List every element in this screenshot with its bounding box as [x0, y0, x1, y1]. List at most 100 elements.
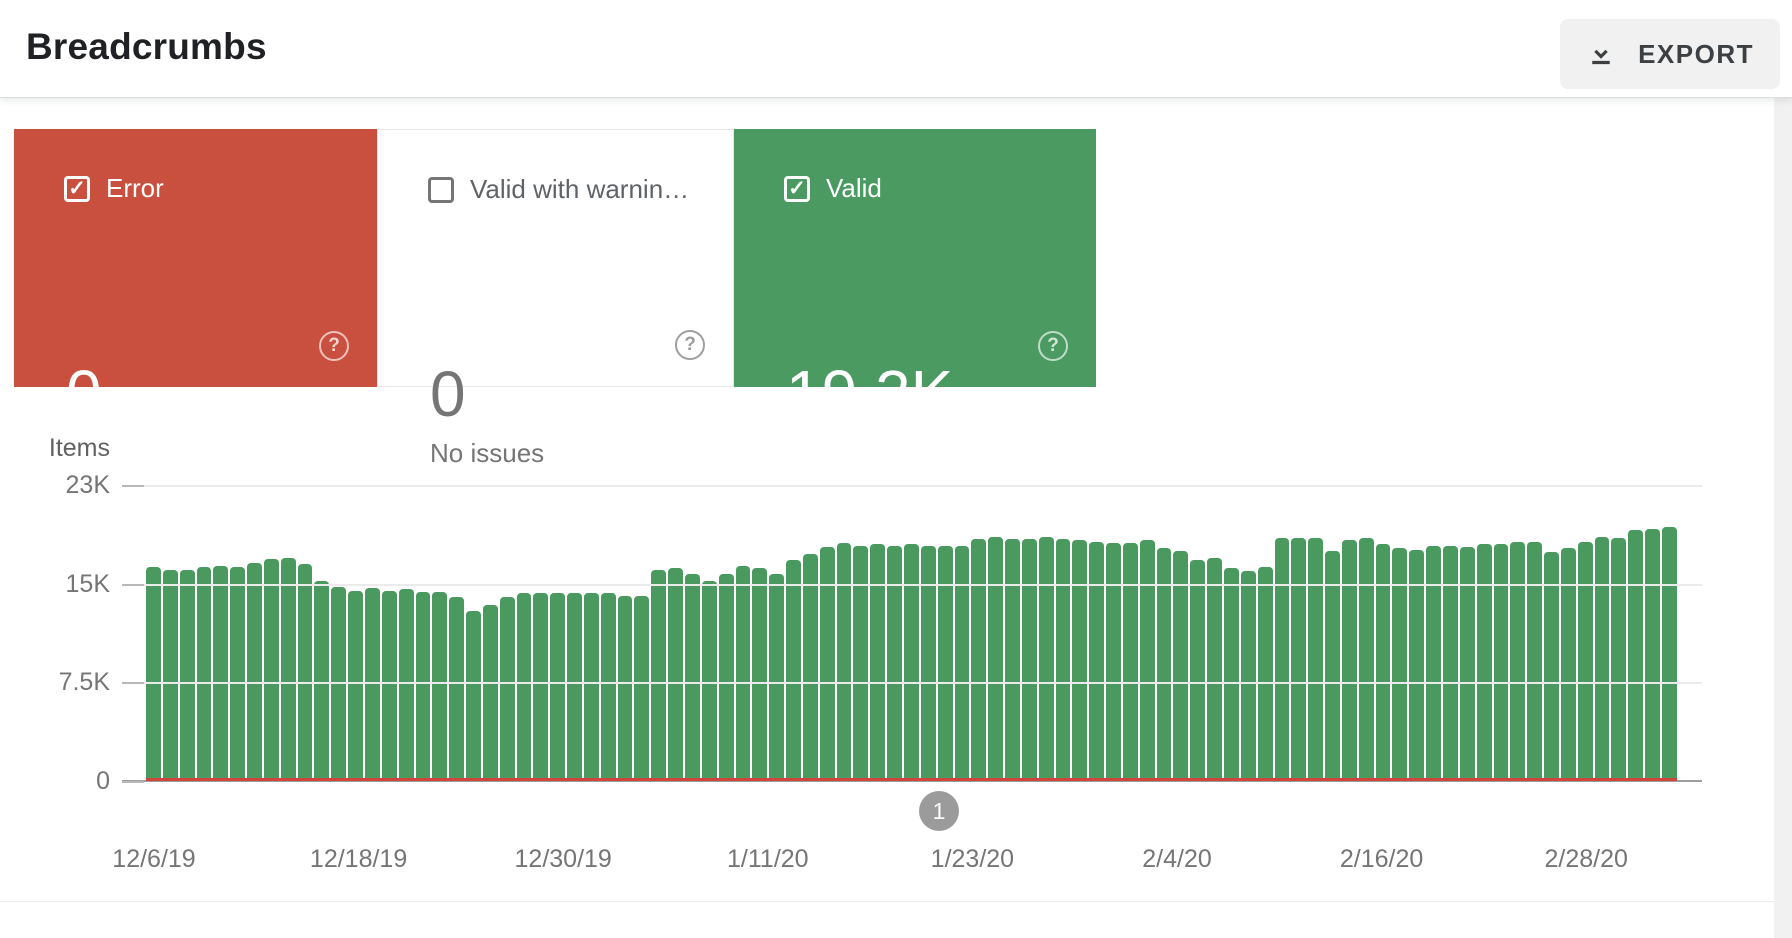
chart-bar[interactable]: [1257, 566, 1273, 781]
chart-bar[interactable]: [415, 592, 431, 781]
chart-bar[interactable]: [1106, 543, 1121, 781]
chart-bar[interactable]: [903, 544, 919, 781]
chart-bar[interactable]: [1426, 545, 1441, 781]
chart-bar[interactable]: [1510, 541, 1526, 781]
chart-bar[interactable]: [802, 553, 818, 781]
chart-bar[interactable]: [1173, 551, 1189, 781]
chart-bar[interactable]: [887, 545, 902, 781]
chart-bar[interactable]: [617, 596, 633, 781]
chart-bar[interactable]: [1308, 537, 1324, 781]
error-card[interactable]: ✓ Error 0 No issues ?: [14, 129, 377, 467]
chart-bar[interactable]: [516, 593, 532, 781]
chart-bar[interactable]: [1038, 536, 1054, 781]
chart-bar[interactable]: [1240, 570, 1256, 781]
chart-bar[interactable]: [600, 593, 616, 781]
chart-bar[interactable]: [718, 573, 734, 781]
chart-bar[interactable]: [701, 581, 717, 781]
chart-bar[interactable]: [769, 573, 785, 781]
chart-bar[interactable]: [179, 569, 195, 781]
vertical-scrollbar[interactable]: [1774, 98, 1792, 938]
chart-bar[interactable]: [786, 560, 801, 781]
chart-bar[interactable]: [651, 569, 667, 781]
chart-bar[interactable]: [1005, 539, 1020, 781]
chart-bar[interactable]: [1190, 560, 1206, 781]
chart-bar[interactable]: [314, 581, 330, 781]
chart-bar[interactable]: [449, 597, 465, 781]
chart-bar[interactable]: [1072, 540, 1088, 781]
chart-bar[interactable]: [735, 565, 751, 781]
chart-bar[interactable]: [1375, 544, 1391, 781]
chart-bar[interactable]: [1291, 537, 1307, 781]
chart-bar[interactable]: [853, 545, 869, 781]
chart-bar[interactable]: [583, 593, 599, 781]
chart-bar[interactable]: [1442, 545, 1458, 781]
chart-bar[interactable]: [1560, 548, 1576, 781]
chart-bar[interactable]: [1139, 540, 1155, 781]
chart-bar[interactable]: [1392, 548, 1408, 781]
chart-bar[interactable]: [381, 590, 397, 781]
chart-bar[interactable]: [466, 610, 481, 781]
chart-bar[interactable]: [550, 593, 566, 781]
chart-bar[interactable]: [263, 558, 279, 781]
chart-bar[interactable]: [1055, 539, 1071, 781]
error-checkbox-checked[interactable]: ✓: [64, 175, 90, 202]
chart-bar[interactable]: [297, 564, 313, 781]
chart-bar[interactable]: [1611, 537, 1627, 781]
chart-bar[interactable]: [819, 547, 835, 781]
chart-bar[interactable]: [533, 593, 549, 781]
chart-bar[interactable]: [499, 597, 515, 781]
chart-bar[interactable]: [937, 545, 953, 781]
chart-bar[interactable]: [230, 566, 246, 781]
chart-bar[interactable]: [1274, 537, 1290, 781]
chart-bar[interactable]: [1325, 551, 1340, 781]
chart-bar[interactable]: [1341, 540, 1357, 781]
chart-bar[interactable]: [1645, 528, 1660, 781]
chart-bar[interactable]: [1021, 539, 1037, 781]
chart-bar[interactable]: [668, 568, 683, 781]
chart-bar[interactable]: [482, 605, 498, 781]
chart-bar[interactable]: [1493, 544, 1509, 781]
chart-bar[interactable]: [988, 536, 1004, 781]
chart-bar[interactable]: [1089, 541, 1105, 781]
chart-bar[interactable]: [1476, 544, 1492, 781]
export-button[interactable]: EXPORT: [1560, 19, 1780, 89]
chart-bar[interactable]: [1544, 552, 1559, 781]
chart-bar[interactable]: [280, 557, 296, 781]
chart-bar[interactable]: [954, 545, 970, 781]
chart-bar[interactable]: [146, 566, 161, 781]
chart-bar[interactable]: [920, 545, 936, 781]
help-icon[interactable]: ?: [1038, 331, 1068, 361]
chart-bar[interactable]: [1577, 541, 1593, 781]
chart-bar[interactable]: [1527, 541, 1543, 781]
chart-bar[interactable]: [1628, 529, 1644, 781]
chart-bar[interactable]: [398, 589, 414, 781]
chart-bar[interactable]: [685, 573, 700, 781]
chart-bar[interactable]: [1122, 543, 1138, 781]
chart-bar[interactable]: [567, 593, 582, 781]
chart-bar[interactable]: [836, 543, 852, 781]
chart-bar[interactable]: [432, 592, 448, 781]
chart-bar[interactable]: [870, 544, 886, 781]
chart-bar[interactable]: [348, 590, 363, 781]
chart-bar[interactable]: [1594, 536, 1610, 781]
chart-bar[interactable]: [1207, 557, 1222, 781]
chart-bar[interactable]: [213, 565, 229, 781]
chart-bar[interactable]: [1661, 527, 1677, 781]
chart-bar[interactable]: [1409, 549, 1425, 781]
chart-bar[interactable]: [1224, 568, 1239, 781]
chart-bar[interactable]: [971, 539, 987, 781]
help-icon[interactable]: ?: [319, 331, 349, 361]
warning-checkbox-unchecked[interactable]: [428, 176, 454, 203]
help-icon[interactable]: ?: [675, 330, 705, 360]
chart-bar[interactable]: [1156, 548, 1172, 781]
chart-bar[interactable]: [1358, 537, 1374, 781]
chart-bar[interactable]: [634, 596, 650, 781]
chart-bar[interactable]: [162, 569, 178, 781]
chart-bar[interactable]: [1459, 547, 1475, 781]
valid-card[interactable]: ✓ Valid 19.2K ?: [734, 129, 1096, 425]
chart-bar[interactable]: [247, 562, 262, 781]
chart-bar[interactable]: [752, 568, 768, 781]
timeline-annotation-marker[interactable]: 1: [919, 791, 959, 831]
chart-bar[interactable]: [196, 566, 212, 781]
valid-with-warnings-card[interactable]: Valid with warnin… 0 No issues ?: [377, 129, 734, 468]
